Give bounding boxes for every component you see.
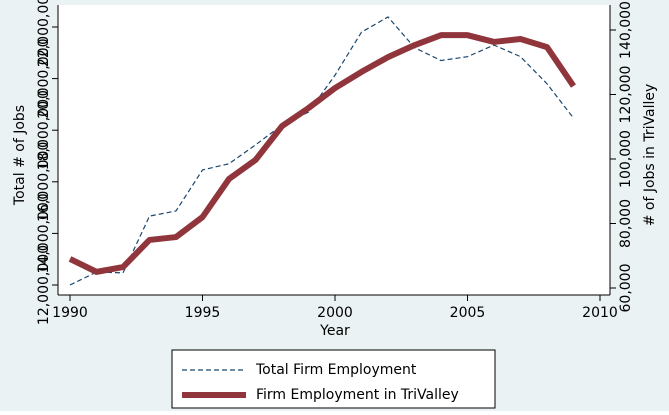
y2-axis-title: # of Jobs in TriValley xyxy=(642,84,658,227)
x-tick-label: 1990 xyxy=(52,305,88,321)
y2-tick-label: 80,000 xyxy=(618,199,634,248)
series-line xyxy=(69,16,574,286)
y-tick-label: 20,000,000 xyxy=(36,39,52,119)
y2-tick-label: 120,000 xyxy=(618,66,634,124)
y2-tick-label: 100,000 xyxy=(618,130,634,188)
x-tick-label: 2000 xyxy=(317,305,353,321)
y-tick-label: 16,000,000 xyxy=(36,142,52,222)
legend-label: Firm Employment in TriValley xyxy=(256,387,459,403)
y-tick-label: 22,000,000 xyxy=(36,0,52,67)
x-tick-label: 2005 xyxy=(450,305,486,321)
series-line xyxy=(68,32,576,275)
legend xyxy=(171,349,496,409)
y-tick-label: 14,000,000 xyxy=(36,193,52,273)
y-axis-title: Total # of Jobs xyxy=(12,105,28,206)
legend-label: Total Firm Employment xyxy=(255,362,417,378)
x-axis-title: Year xyxy=(319,323,350,339)
x-tick-label: 2010 xyxy=(582,305,618,321)
plot-area xyxy=(58,5,610,295)
y-tick-label: 18,000,000 xyxy=(36,90,52,170)
x-tick-label: 1995 xyxy=(185,305,221,321)
y-tick-label: 12,000,000 xyxy=(36,245,52,325)
y2-tick-label: 140,000 xyxy=(618,1,634,59)
y2-tick-label: 60,000 xyxy=(618,264,634,313)
